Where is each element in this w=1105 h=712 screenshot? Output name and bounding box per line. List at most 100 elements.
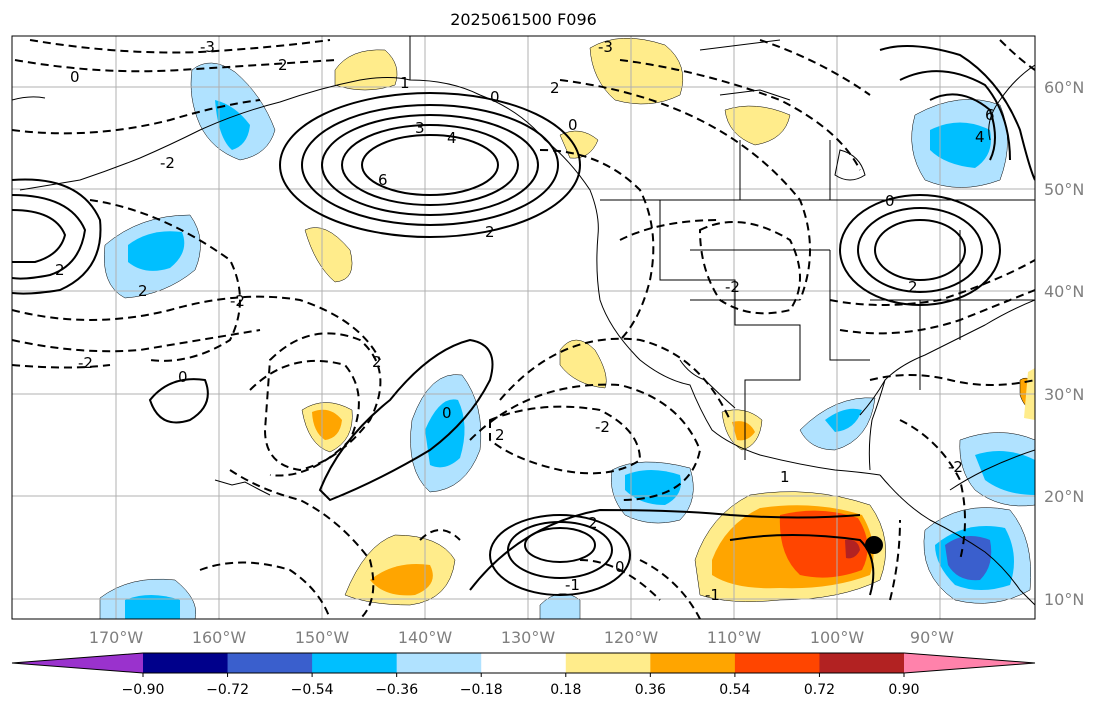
positive-anomaly-area xyxy=(334,49,398,91)
colorbar-ticks: −0.90 −0.72 −0.54 −0.36 −0.18 0.18 0.36 0.54 0.7… xyxy=(122,673,920,698)
contour-label: -1 xyxy=(705,586,720,604)
lon-label: 140°W xyxy=(398,628,453,647)
negative-anomaly-core xyxy=(975,451,1035,495)
negative-anomaly-core xyxy=(215,100,250,150)
lat-label: 30°N xyxy=(1044,385,1084,404)
negative-anomaly-core xyxy=(930,122,991,168)
colorbar-swatch xyxy=(312,653,398,673)
storm-center-dot xyxy=(865,536,883,554)
contour-label: 6 xyxy=(985,106,995,124)
positive-anomaly-area xyxy=(589,37,684,105)
contour-label: 3 xyxy=(415,119,425,137)
contours-negative xyxy=(12,39,1035,619)
latitude-axis: 60°N 50°N 40°N 30°N 20°N 10°N xyxy=(1044,78,1084,609)
colorbar-swatch xyxy=(565,653,651,673)
contour-labels: -3 1 2 0 3 4 6 -2 0 2 -2 0 2 -2 2 0 2 -1… xyxy=(55,38,995,604)
negative-anomaly-core xyxy=(128,231,185,271)
colorbar-tick-label: 0.54 xyxy=(719,682,750,698)
positive-anomaly-core xyxy=(370,564,433,596)
lon-label: 160°W xyxy=(192,628,247,647)
contour-label: 0 xyxy=(70,68,80,86)
colorbar-swatch xyxy=(227,653,313,673)
contour-label: 0 xyxy=(568,116,578,134)
colorbar-extend-low xyxy=(12,653,143,673)
colorbar-tick-label: −0.54 xyxy=(291,682,334,698)
colorbar-tick-label: −0.36 xyxy=(375,682,418,698)
colorbar-tick-label: 0.90 xyxy=(888,682,919,698)
map-title: 2025061500 F096 xyxy=(450,10,597,29)
contour-label: 1 xyxy=(780,468,790,486)
lat-label: 20°N xyxy=(1044,487,1084,506)
colorbar-tick-label: −0.90 xyxy=(122,682,165,698)
lat-label: 50°N xyxy=(1044,180,1084,199)
colorbar-swatch xyxy=(734,653,820,673)
positive-anomaly-area xyxy=(304,227,353,283)
colorbar-tick-label: 0.72 xyxy=(804,682,835,698)
negative-anomaly-core xyxy=(425,399,465,468)
contour-label: 2 xyxy=(372,353,382,371)
colorbar-swatch xyxy=(143,653,229,673)
contour-label: 2 xyxy=(588,514,598,532)
colorbar-tick-label: −0.18 xyxy=(460,682,503,698)
contour-label: -2 xyxy=(725,278,740,296)
colorbar-tick-label: −0.72 xyxy=(206,682,249,698)
contour-label: 2 xyxy=(278,56,288,74)
negative-anomaly-core xyxy=(825,408,862,432)
lon-label: 150°W xyxy=(295,628,350,647)
lat-label: 60°N xyxy=(1044,78,1084,97)
contour-label: 2 xyxy=(55,261,65,279)
map-frame xyxy=(11,35,1036,620)
contour-label: 4 xyxy=(975,128,985,146)
contour-label: 2 xyxy=(485,223,495,241)
contours xyxy=(12,45,1035,596)
colorbar-tick-label: 0.36 xyxy=(635,682,666,698)
contour-label: 6 xyxy=(378,171,388,189)
coastlines xyxy=(12,36,1035,606)
contour-label: 2 xyxy=(550,79,560,97)
colorbar: −0.90 −0.72 −0.54 −0.36 −0.18 0.18 0.36 0.54 0.7… xyxy=(11,652,1036,698)
positive-anomaly-strong xyxy=(779,510,868,578)
contour-label: -2 xyxy=(595,418,610,436)
lon-label: 130°W xyxy=(501,628,556,647)
lon-label: 120°W xyxy=(604,628,659,647)
lat-label: 10°N xyxy=(1044,590,1084,609)
colorbar-swatch xyxy=(481,653,567,673)
contour-label: 2 xyxy=(138,282,148,300)
contour-label: 1 xyxy=(400,74,410,92)
contour-label: 0 xyxy=(490,88,500,106)
lon-label: 90°W xyxy=(910,628,954,647)
colorbar-swatch xyxy=(650,653,736,673)
contour-label: 0 xyxy=(442,404,452,422)
lon-label: 110°W xyxy=(707,628,762,647)
lat-label: 40°N xyxy=(1044,282,1084,301)
positive-anomaly-area xyxy=(559,339,607,389)
contour-label: -3 xyxy=(200,38,215,56)
positive-anomaly-core xyxy=(312,409,342,440)
lon-label: 100°W xyxy=(810,628,865,647)
contour-label: -2 xyxy=(160,154,175,172)
negative-anomaly-strong xyxy=(945,536,992,581)
graticule xyxy=(12,36,1035,619)
contour-label: -2 xyxy=(948,458,963,476)
contour-label: -3 xyxy=(598,38,613,56)
contour-label: -1 xyxy=(565,576,580,594)
contour-label: -2 xyxy=(230,292,245,310)
colorbar-swatch xyxy=(396,653,482,673)
colorbar-swatches xyxy=(11,652,1036,674)
longitude-axis: 170°W 160°W 150°W 140°W 130°W 120°W 110°… xyxy=(89,628,954,647)
contour-label: 0 xyxy=(615,558,625,576)
contour-label: 0 xyxy=(885,192,895,210)
positive-anomaly-core xyxy=(732,421,755,441)
colorbar-extend-high xyxy=(904,653,1035,673)
contour-label: -2 xyxy=(78,354,93,372)
colorbar-swatch xyxy=(819,653,905,673)
contour-label: 4 xyxy=(447,129,457,147)
contour-label: 0 xyxy=(178,368,188,386)
colorbar-tick-label: 0.18 xyxy=(550,682,581,698)
lon-label: 170°W xyxy=(89,628,144,647)
positive-anomaly-area xyxy=(724,105,791,146)
contour-label: 2 xyxy=(908,278,918,296)
positive-anomaly-peak xyxy=(845,539,860,559)
negative-anomaly-core xyxy=(125,595,180,619)
